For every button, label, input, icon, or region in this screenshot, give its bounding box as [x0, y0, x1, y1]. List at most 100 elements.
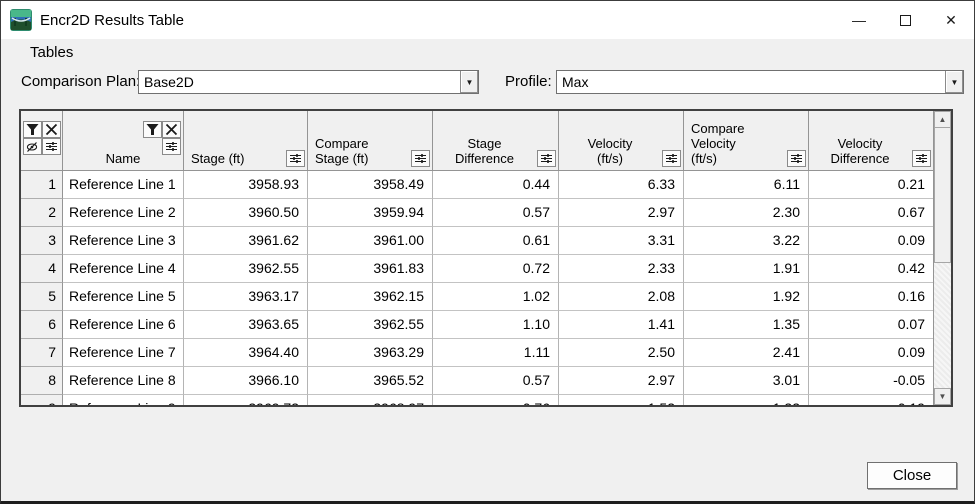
velocity-cell[interactable]: 6.33	[559, 171, 684, 199]
stage-cell[interactable]: 3960.50	[184, 199, 308, 227]
row-number-cell[interactable]: 3	[21, 227, 63, 255]
velocity-cell[interactable]: 1.52	[559, 395, 684, 405]
name-cell[interactable]: Reference Line 8	[63, 367, 184, 395]
stage-difference-cell[interactable]: 0.61	[433, 227, 559, 255]
row-number-cell[interactable]: 8	[21, 367, 63, 395]
compare-velocity-cell[interactable]: 1.32	[684, 395, 809, 405]
name-cell[interactable]: Reference Line 6	[63, 311, 184, 339]
compare-stage-cell[interactable]: 3968.97	[308, 395, 433, 405]
stage-difference-cell[interactable]: 0.57	[433, 367, 559, 395]
column-header-compare-stage[interactable]: Compare Stage (ft)	[308, 111, 433, 171]
name-column-options-button[interactable]	[162, 138, 181, 155]
minimize-button[interactable]: —	[836, 1, 882, 39]
stage-difference-cell[interactable]: 1.02	[433, 283, 559, 311]
name-cell[interactable]: Reference Line 1	[63, 171, 184, 199]
name-cell[interactable]: Reference Line 2	[63, 199, 184, 227]
velocity-cell[interactable]: 1.41	[559, 311, 684, 339]
name-cell[interactable]: Reference Line 7	[63, 339, 184, 367]
stage-cell[interactable]: 3969.73	[184, 395, 308, 405]
column-header-stage-difference[interactable]: Stage Difference	[433, 111, 559, 171]
velocity-cell[interactable]: 2.33	[559, 255, 684, 283]
column-header-stage[interactable]: Stage (ft)	[184, 111, 308, 171]
column-header-velocity-difference[interactable]: Velocity Difference	[809, 111, 933, 171]
velocity-difference-cell[interactable]: 0.16	[809, 283, 933, 311]
maximize-button[interactable]	[882, 1, 928, 39]
column-options-button[interactable]	[912, 150, 931, 167]
scrollbar-thumb[interactable]	[934, 128, 951, 263]
close-window-button[interactable]: ✕	[928, 1, 974, 39]
stage-difference-cell[interactable]: 0.76	[433, 395, 559, 405]
comparison-plan-select[interactable]: Base2D ▼	[138, 70, 479, 94]
compare-stage-cell[interactable]: 3962.15	[308, 283, 433, 311]
velocity-difference-cell[interactable]: 0.09	[809, 339, 933, 367]
compare-velocity-cell[interactable]: 3.01	[684, 367, 809, 395]
title-bar[interactable]: Encr2D Results Table — ✕	[1, 1, 974, 39]
clear-filter-button[interactable]	[42, 121, 61, 138]
vertical-scrollbar[interactable]: ▲ ▼	[933, 111, 951, 405]
row-number-cell[interactable]: 7	[21, 339, 63, 367]
name-cell[interactable]: Reference Line 3	[63, 227, 184, 255]
name-filter-button[interactable]	[143, 121, 162, 138]
name-clear-filter-button[interactable]	[162, 121, 181, 138]
row-number-cell[interactable]: 4	[21, 255, 63, 283]
stage-cell[interactable]: 3966.10	[184, 367, 308, 395]
compare-stage-cell[interactable]: 3958.49	[308, 171, 433, 199]
filter-button[interactable]	[23, 121, 42, 138]
column-header-name[interactable]: Name	[63, 111, 184, 171]
velocity-difference-cell[interactable]: 0.09	[809, 227, 933, 255]
column-options-button[interactable]	[42, 138, 61, 155]
velocity-difference-cell[interactable]: 0.67	[809, 199, 933, 227]
column-options-button[interactable]	[787, 150, 806, 167]
scroll-up-button[interactable]: ▲	[934, 111, 951, 128]
column-options-button[interactable]	[662, 150, 681, 167]
velocity-difference-cell[interactable]: 0.42	[809, 255, 933, 283]
column-options-button[interactable]	[286, 150, 305, 167]
stage-cell[interactable]: 3962.55	[184, 255, 308, 283]
compare-stage-cell[interactable]: 3959.94	[308, 199, 433, 227]
velocity-cell[interactable]: 2.50	[559, 339, 684, 367]
compare-stage-cell[interactable]: 3965.52	[308, 367, 433, 395]
name-cell[interactable]: Reference Line 4	[63, 255, 184, 283]
name-cell[interactable]: Reference Line 5	[63, 283, 184, 311]
velocity-difference-cell[interactable]: 0.19	[809, 395, 933, 405]
stage-cell[interactable]: 3961.62	[184, 227, 308, 255]
compare-velocity-cell[interactable]: 3.22	[684, 227, 809, 255]
compare-velocity-cell[interactable]: 6.11	[684, 171, 809, 199]
stage-difference-cell[interactable]: 0.57	[433, 199, 559, 227]
menu-item-tables[interactable]: Tables	[30, 43, 74, 61]
column-options-button[interactable]	[411, 150, 430, 167]
compare-velocity-cell[interactable]: 2.41	[684, 339, 809, 367]
hide-column-button[interactable]	[23, 138, 42, 155]
compare-velocity-cell[interactable]: 1.91	[684, 255, 809, 283]
scroll-down-button[interactable]: ▼	[934, 388, 951, 405]
column-header-velocity[interactable]: Velocity (ft/s)	[559, 111, 684, 171]
velocity-difference-cell[interactable]: -0.05	[809, 367, 933, 395]
compare-stage-cell[interactable]: 3962.55	[308, 311, 433, 339]
column-header-compare-velocity[interactable]: Compare Velocity (ft/s)	[684, 111, 809, 171]
compare-velocity-cell[interactable]: 1.92	[684, 283, 809, 311]
scrollbar-track[interactable]	[934, 128, 951, 388]
velocity-cell[interactable]: 2.97	[559, 367, 684, 395]
row-number-cell[interactable]: 6	[21, 311, 63, 339]
row-number-cell[interactable]: 9	[21, 395, 63, 405]
stage-cell[interactable]: 3963.17	[184, 283, 308, 311]
velocity-difference-cell[interactable]: 0.21	[809, 171, 933, 199]
column-options-button[interactable]	[537, 150, 556, 167]
velocity-cell[interactable]: 2.08	[559, 283, 684, 311]
stage-cell[interactable]: 3964.40	[184, 339, 308, 367]
stage-difference-cell[interactable]: 1.11	[433, 339, 559, 367]
row-number-cell[interactable]: 1	[21, 171, 63, 199]
name-cell[interactable]: Reference Line 9	[63, 395, 184, 405]
stage-cell[interactable]: 3963.65	[184, 311, 308, 339]
compare-velocity-cell[interactable]: 2.30	[684, 199, 809, 227]
velocity-difference-cell[interactable]: 0.07	[809, 311, 933, 339]
stage-difference-cell[interactable]: 0.44	[433, 171, 559, 199]
compare-stage-cell[interactable]: 3961.00	[308, 227, 433, 255]
close-button[interactable]: Close	[867, 462, 957, 489]
stage-difference-cell[interactable]: 0.72	[433, 255, 559, 283]
comparison-plan-dropdown-button[interactable]: ▼	[460, 71, 478, 93]
velocity-cell[interactable]: 2.97	[559, 199, 684, 227]
profile-dropdown-button[interactable]: ▼	[945, 71, 963, 93]
profile-select[interactable]: Max ▼	[556, 70, 964, 94]
compare-velocity-cell[interactable]: 1.35	[684, 311, 809, 339]
